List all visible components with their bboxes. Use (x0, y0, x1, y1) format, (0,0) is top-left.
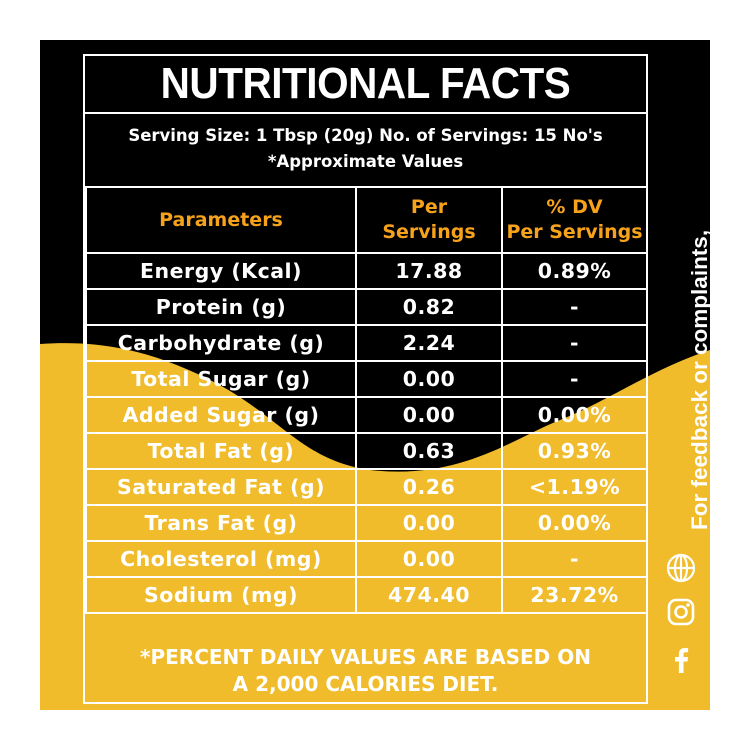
row-per-serving: 0.00 (355, 540, 503, 578)
row-dv: 0.00% (501, 396, 648, 434)
row-per-serving: 0.00 (355, 360, 503, 398)
page-title: NUTRITIONAL FACTS (160, 59, 571, 108)
table-frame (83, 54, 648, 704)
row-parameter: Added Sugar (g) (85, 396, 357, 434)
header-dv: % DV Per Servings (501, 186, 648, 254)
row-per-serving: 17.88 (355, 252, 503, 290)
row-per-serving: 0.26 (355, 468, 503, 506)
row-parameter: Protein (g) (85, 288, 357, 326)
table-row: Protein (g) 0.82 - (85, 288, 648, 326)
table-header-row: Parameters Per Servings % DV Per Serving… (85, 186, 648, 254)
table-row: Added Sugar (g) 0.00 0.00% (85, 396, 648, 434)
nutrition-label: NUTRITIONAL FACTS Serving Size: 1 Tbsp (… (40, 40, 710, 710)
instagram-icon[interactable] (663, 594, 699, 630)
nutrition-table: Parameters Per Servings % DV Per Serving… (85, 186, 648, 614)
table-row: Carbohydrate (g) 2.24 - (85, 324, 648, 362)
row-parameter: Trans Fat (g) (85, 504, 357, 542)
row-parameter: Cholesterol (mg) (85, 540, 357, 578)
serving-size-text: Serving Size: 1 Tbsp (20g) No. of Servin… (128, 126, 603, 145)
table-row: Trans Fat (g) 0.00 0.00% (85, 504, 648, 542)
header-per-servings: Per Servings (355, 186, 503, 254)
table-row: Cholesterol (mg) 0.00 - (85, 540, 648, 578)
footnote: *PERCENT DAILY VALUES ARE BASED ON A 2,0… (85, 644, 646, 702)
row-per-serving: 0.82 (355, 288, 503, 326)
footnote-line2: A 2,000 CALORIES DIET. (232, 672, 499, 696)
divider (85, 112, 646, 114)
globe-icon[interactable] (663, 550, 699, 586)
row-dv: 23.72% (501, 576, 648, 614)
header-per-line1: Per (410, 196, 448, 218)
row-parameter: Total Sugar (g) (85, 360, 357, 398)
row-per-serving: 474.40 (355, 576, 503, 614)
serving-info: Serving Size: 1 Tbsp (20g) No. of Servin… (85, 114, 646, 184)
row-dv: - (501, 360, 648, 398)
header-per-line2: Servings (382, 221, 476, 243)
row-parameter: Sodium (mg) (85, 576, 357, 614)
row-parameter: Energy (Kcal) (85, 252, 357, 290)
row-per-serving: 0.00 (355, 504, 503, 542)
row-dv: <1.19% (501, 468, 648, 506)
table-row: Energy (Kcal) 17.88 0.89% (85, 252, 648, 290)
row-per-serving: 0.63 (355, 432, 503, 470)
row-parameter: Carbohydrate (g) (85, 324, 357, 362)
approximate-values-text: *Approximate Values (267, 152, 464, 171)
row-parameter: Saturated Fat (g) (85, 468, 357, 506)
row-dv: 0.89% (501, 252, 648, 290)
header-dv-line2: Per Servings (506, 221, 643, 243)
row-parameter: Total Fat (g) (85, 432, 357, 470)
table-row: Saturated Fat (g) 0.26 <1.19% (85, 468, 648, 506)
row-per-serving: 0.00 (355, 396, 503, 434)
table-row: Total Fat (g) 0.63 0.93% (85, 432, 648, 470)
row-dv: - (501, 288, 648, 326)
table-row: Total Sugar (g) 0.00 - (85, 360, 648, 398)
footnote-line1: *PERCENT DAILY VALUES ARE BASED ON (140, 645, 591, 669)
row-per-serving: 2.24 (355, 324, 503, 362)
facebook-icon[interactable] (663, 642, 699, 678)
header-parameters: Parameters (85, 186, 357, 254)
row-dv: 0.00% (501, 504, 648, 542)
table-row: Sodium (mg) 474.40 23.72% (85, 576, 648, 614)
row-dv: - (501, 540, 648, 578)
row-dv: 0.93% (501, 432, 648, 470)
feedback-text: For feedback or complaints, (687, 229, 710, 530)
row-dv: - (501, 324, 648, 362)
header-dv-line1: % DV (546, 196, 603, 218)
